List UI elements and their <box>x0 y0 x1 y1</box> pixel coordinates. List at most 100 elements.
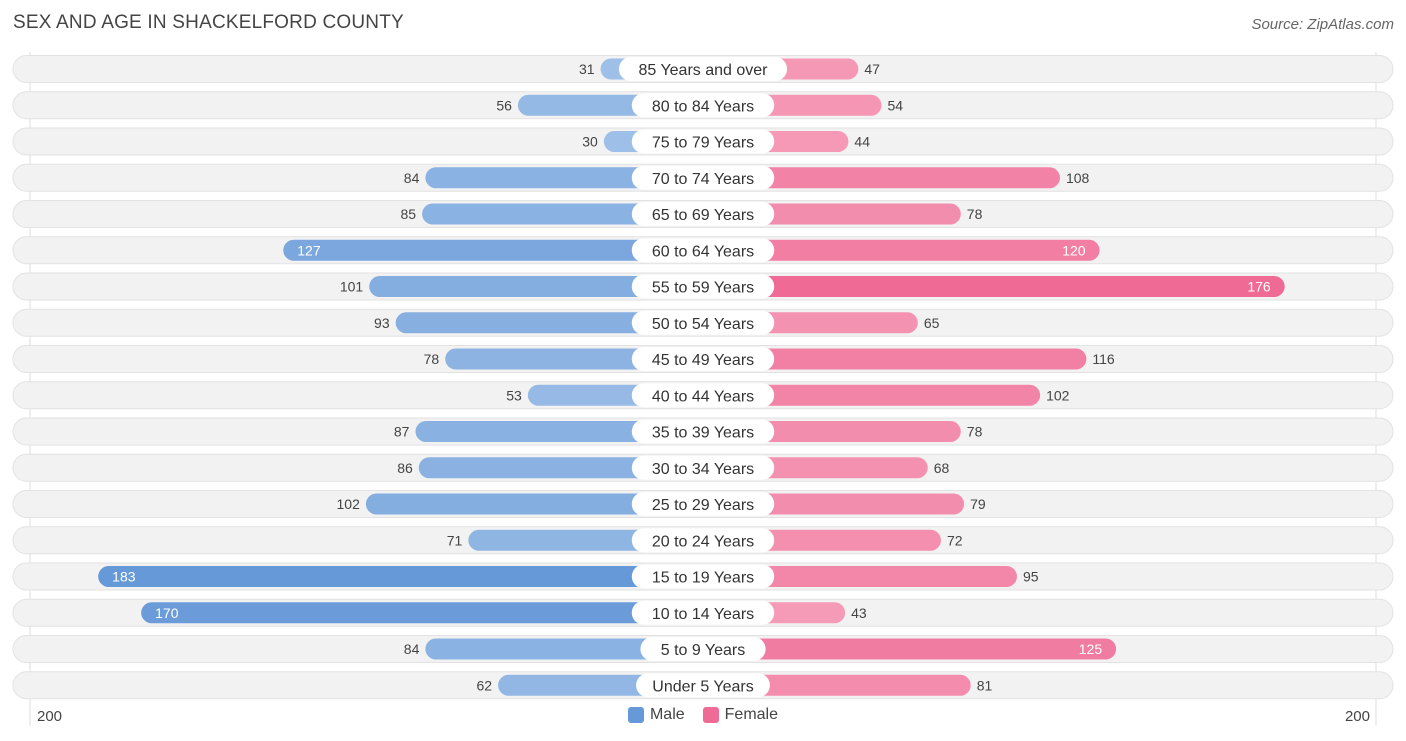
category-label: 60 to 64 Years <box>652 243 754 260</box>
category-label-bg <box>631 564 775 589</box>
category-label-bg <box>631 93 775 118</box>
axis-max-label: 200 <box>1344 708 1370 725</box>
category-label: Under 5 Years <box>652 678 753 695</box>
category-label: 25 to 29 Years <box>652 497 754 514</box>
female-bar <box>703 384 1041 406</box>
category-label: 70 to 74 Years <box>652 171 754 188</box>
row-6: 101 176 55 to 59 Years <box>12 272 1394 301</box>
female-value-label: 43 <box>851 605 867 621</box>
row-8: 78 116 45 to 49 Years <box>12 345 1394 373</box>
male-bar <box>283 239 703 261</box>
category-label-bg <box>631 129 775 154</box>
female-bar <box>703 566 1017 587</box>
female-value-label: 78 <box>967 424 983 440</box>
row-14: 183 95 15 to 19 Years <box>12 562 1394 591</box>
male-value-label: 84 <box>404 170 420 186</box>
row-13: 71 72 20 to 24 Years <box>12 526 1394 555</box>
category-label-bg <box>631 600 775 625</box>
category-label-bg <box>631 238 775 263</box>
female-bar <box>703 348 1087 370</box>
male-value-label: 53 <box>506 387 522 403</box>
category-label-bg <box>640 637 766 661</box>
category-label-bg <box>631 202 775 226</box>
male-bar <box>425 638 703 660</box>
male-value-label: 62 <box>477 677 493 693</box>
row-7: 93 65 50 to 54 Years <box>12 308 1394 337</box>
chart-title: SEX AND AGE IN SHACKELFORD COUNTY <box>13 12 404 33</box>
female-value-label: 102 <box>1046 387 1070 403</box>
category-label-bg <box>631 383 775 408</box>
category-label-bg <box>631 274 775 299</box>
row-9: 53 102 40 to 44 Years <box>12 381 1394 410</box>
female-swatch-icon <box>702 707 719 723</box>
category-label-bg <box>636 673 770 698</box>
legend-item-female[interactable]: Female <box>702 706 779 724</box>
row-15: 170 43 10 to 14 Years <box>12 598 1394 627</box>
male-bar <box>369 276 703 297</box>
category-label: 30 to 34 Years <box>652 461 754 478</box>
male-value-label: 183 <box>112 569 136 585</box>
female-value-label: 68 <box>934 460 950 476</box>
category-label-bg <box>631 455 775 480</box>
category-label: 45 to 49 Years <box>652 352 754 369</box>
row-12: 102 79 25 to 29 Years <box>12 490 1394 518</box>
male-value-label: 127 <box>297 242 321 258</box>
male-value-label: 93 <box>374 315 390 331</box>
male-value-label: 78 <box>424 351 440 367</box>
female-value-label: 116 <box>1092 351 1115 367</box>
male-value-label: 86 <box>397 460 413 476</box>
female-value-label: 65 <box>924 315 940 331</box>
source-text: Source: ZipAtlas.com <box>1251 16 1394 33</box>
male-value-label: 31 <box>579 61 595 77</box>
female-value-label: 176 <box>1247 279 1271 295</box>
male-value-label: 102 <box>337 496 361 512</box>
male-bar <box>418 457 703 479</box>
female-value-label: 47 <box>864 61 880 77</box>
category-label: 65 to 69 Years <box>652 207 754 224</box>
male-value-label: 56 <box>496 97 512 113</box>
female-bar <box>703 674 971 696</box>
female-value-label: 72 <box>947 532 963 548</box>
female-bar <box>703 638 1117 660</box>
axis-min-label: 200 <box>37 708 63 725</box>
male-value-label: 85 <box>400 206 416 222</box>
male-swatch-icon <box>627 707 644 723</box>
female-bar <box>703 276 1285 297</box>
female-value-label: 81 <box>977 677 993 693</box>
female-value-label: 78 <box>967 206 983 222</box>
legend-label-female: Female <box>724 706 779 723</box>
category-label-bg <box>631 419 775 444</box>
legend-item-male[interactable]: Male <box>627 706 685 724</box>
male-value-label: 30 <box>582 134 598 150</box>
male-bar <box>415 421 703 442</box>
category-label-bg <box>631 165 775 190</box>
row-10: 87 78 35 to 39 Years <box>12 417 1394 446</box>
male-bar <box>395 312 703 334</box>
female-value-label: 108 <box>1066 170 1090 186</box>
row-11: 86 68 30 to 34 Years <box>12 453 1394 482</box>
row-2: 30 44 75 to 79 Years <box>12 127 1394 156</box>
male-value-label: 87 <box>394 424 410 440</box>
legend-label-male: Male <box>649 706 685 723</box>
category-label: 20 to 24 Years <box>652 533 754 550</box>
female-bar <box>703 239 1100 261</box>
row-5: 127 120 60 to 64 Years <box>12 236 1394 265</box>
male-bar <box>98 566 703 587</box>
category-label: 55 to 59 Years <box>652 280 754 297</box>
male-bar <box>422 203 703 225</box>
legend: Male Female <box>0 706 1406 724</box>
category-label: 35 to 39 Years <box>652 425 754 442</box>
category-label: 15 to 19 Years <box>652 570 754 587</box>
row-17: 62 81 Under 5 Years <box>12 671 1394 700</box>
female-value-label: 44 <box>854 134 870 150</box>
row-1: 56 54 80 to 84 Years <box>12 91 1394 120</box>
row-16: 84 125 5 to 9 Years <box>12 635 1394 663</box>
category-label-bg <box>631 347 775 371</box>
female-value-label: 125 <box>1079 641 1103 657</box>
male-value-label: 101 <box>340 279 364 295</box>
category-label: 85 Years and over <box>639 62 769 79</box>
male-value-label: 84 <box>404 641 420 657</box>
category-label-bg <box>631 492 775 516</box>
female-bar <box>703 167 1060 189</box>
